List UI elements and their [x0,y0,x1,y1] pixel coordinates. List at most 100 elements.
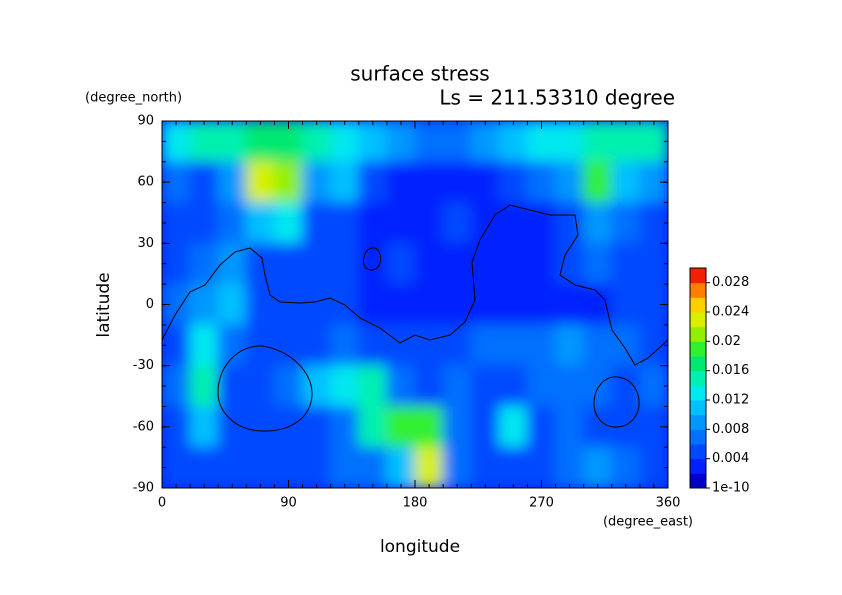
colorbar-tick-label: 0.012 [712,393,749,408]
heat-cell [639,324,668,367]
heat-cell [526,324,557,367]
heat-cell [302,324,332,367]
heat-cell [583,446,613,488]
heat-cell [526,202,557,244]
heat-cell [189,324,219,367]
heat-cell [583,283,613,326]
heat-cell [498,446,528,488]
heat-cell [162,121,191,163]
heat-cell [189,202,219,244]
heat-cell [555,324,585,367]
heat-cell [470,202,500,244]
colorbar-swatch [690,385,706,401]
heat-cell [302,161,332,204]
heat-cell [498,365,528,407]
colorbar-tick-label: 0.02 [712,334,741,349]
heat-cell [245,161,275,204]
heat-cell [302,446,332,488]
heat-cell [611,242,641,285]
y-axis-label: latitude [94,272,114,337]
heat-cell [245,242,275,285]
heat-cell [358,283,388,326]
heat-cell [498,405,528,448]
heat-cell [358,446,388,488]
heat-cell [330,405,360,448]
heat-cell [470,365,500,407]
heat-cell [639,242,668,285]
heat-cell [470,242,500,285]
coastline [363,247,382,271]
heat-cell [583,242,613,285]
colorbar-tick-label: 0.004 [712,451,749,466]
heat-cell [273,242,304,285]
heat-cell [358,202,388,244]
heat-cell [358,242,388,285]
heat-cell [358,365,388,407]
heat-cell [386,365,416,407]
heat-cell [470,446,500,488]
coastline [162,204,668,366]
heat-cell [386,161,416,204]
heat-cell [245,283,275,326]
heat-cell [302,242,332,285]
heat-cell [526,283,557,326]
colorbar-tick-label: 1e-10 [712,481,750,496]
heat-cell [611,161,641,204]
heat-cell [358,121,388,163]
colorbar-tick-label: 0.024 [712,305,749,320]
heat-cell [386,202,416,244]
heat-cell [526,405,557,448]
heat-cell [442,365,472,407]
heat-cell [189,405,219,448]
heat-cell [189,121,219,163]
heat-cell [611,446,641,488]
colorbar-frame [689,267,707,489]
heat-cell [555,202,585,244]
heat-cell [189,161,219,204]
heat-cell [611,365,641,407]
heat-cell [386,405,416,448]
heat-cell [245,202,275,244]
heat-cell [358,324,388,367]
colorbar-swatch [690,473,706,489]
heat-cell [442,405,472,448]
heat-cell [526,242,557,285]
heat-cell [442,161,472,204]
heat-cell [330,242,360,285]
heat-cell [498,161,528,204]
heat-cell [442,446,472,488]
heat-cell [302,202,332,244]
heat-cell [358,405,388,448]
heat-cell [639,121,668,163]
heat-cell [162,446,191,488]
heat-cell [442,283,472,326]
heat-cell [245,365,275,407]
colorbar-tick-label: 0.016 [712,363,749,378]
heat-cell [217,202,247,244]
heat-cell [358,161,388,204]
heat-cell [386,242,416,285]
colorbar-swatch [690,297,706,313]
heat-cell [555,242,585,285]
heat-cell [414,283,444,326]
heat-cell [245,121,275,163]
colorbar-tick-label: 0.028 [712,275,749,290]
heat-cell [442,202,472,244]
heat-cell [555,365,585,407]
heat-cell [470,161,500,204]
heat-cell [386,283,416,326]
x-tick-label: 90 [280,496,297,511]
heat-cell [526,161,557,204]
heat-cell [414,121,444,163]
heat-cell [442,324,472,367]
heat-cell [498,324,528,367]
heat-cell [189,242,219,285]
heat-cell [611,121,641,163]
heat-cell [414,161,444,204]
colorbar-swatch [690,356,706,372]
heat-cell [162,365,191,407]
heat-cell [583,405,613,448]
heat-cell [555,121,585,163]
colorbar-swatch [690,268,706,284]
heat-cell [245,324,275,367]
